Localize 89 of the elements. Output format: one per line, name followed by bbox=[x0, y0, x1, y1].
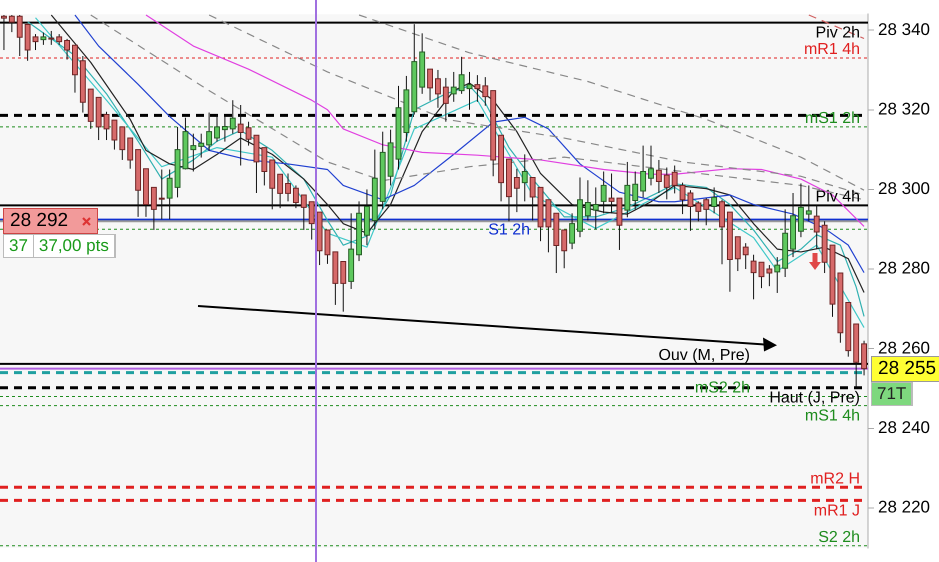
line-series bbox=[358, 14, 865, 191]
candlestick bbox=[277, 174, 284, 209]
candlestick bbox=[442, 77, 449, 122]
candlestick bbox=[798, 182, 804, 238]
ref-line-label: S2 2h bbox=[818, 528, 860, 546]
candlestick bbox=[774, 256, 780, 294]
candlestick bbox=[458, 56, 465, 94]
candlestick bbox=[648, 145, 654, 186]
y-tick-label: 28 220 bbox=[878, 498, 930, 517]
candlestick bbox=[703, 198, 710, 226]
candlestick bbox=[514, 168, 520, 213]
candlestick bbox=[64, 38, 70, 60]
ref-line-label: mR1 J bbox=[814, 502, 860, 520]
candlestick bbox=[190, 133, 196, 172]
candlestick bbox=[688, 190, 694, 232]
candlestick bbox=[758, 262, 764, 289]
candlestick bbox=[292, 184, 299, 209]
text: 28 255 bbox=[878, 358, 936, 379]
candlestick bbox=[656, 159, 662, 194]
candlestick bbox=[48, 30, 54, 46]
candlestick bbox=[111, 120, 118, 150]
ref-line-label: Haut (J, Pre) bbox=[769, 390, 860, 407]
candlestick bbox=[672, 165, 678, 194]
annotation: 37 bbox=[4, 235, 34, 258]
candlestick bbox=[608, 172, 614, 214]
candlestick bbox=[474, 74, 480, 102]
candlestick bbox=[261, 147, 268, 186]
candlestick bbox=[300, 194, 307, 231]
candlestick bbox=[664, 167, 670, 200]
candlestick bbox=[530, 176, 536, 221]
candlestick bbox=[632, 170, 638, 210]
candlestick bbox=[569, 212, 576, 250]
candlestick bbox=[450, 71, 457, 102]
candlestick bbox=[750, 254, 757, 300]
ref-line-label: S1 2h bbox=[488, 222, 530, 239]
candlestick bbox=[340, 260, 346, 312]
candlestick bbox=[214, 114, 220, 142]
candlestick bbox=[592, 186, 599, 230]
candlestick bbox=[766, 264, 772, 287]
candlestick bbox=[40, 32, 46, 46]
candlestick bbox=[32, 34, 38, 51]
y-tick-label: 28 320 bbox=[878, 99, 930, 118]
ref-line-label: mS1 4h bbox=[804, 408, 860, 425]
y-tick-label: 28 300 bbox=[878, 179, 930, 198]
candlestick bbox=[584, 180, 591, 221]
text: 71T bbox=[872, 382, 912, 405]
candlestick bbox=[8, 14, 15, 33]
candlestick bbox=[561, 230, 568, 269]
candlestick bbox=[166, 169, 173, 220]
candlestick bbox=[246, 121, 252, 146]
candlestick bbox=[104, 111, 110, 141]
candlestick bbox=[640, 145, 646, 198]
candlestick bbox=[435, 69, 441, 108]
candlestick bbox=[1, 14, 7, 51]
candlestick bbox=[308, 201, 315, 240]
candlestick bbox=[695, 200, 702, 222]
candlestick bbox=[466, 71, 472, 110]
candlestick bbox=[16, 14, 23, 57]
candlestick bbox=[238, 104, 244, 166]
candlestick bbox=[285, 172, 291, 202]
ref-line-label: mR2 H bbox=[810, 470, 860, 488]
candlestick bbox=[711, 186, 718, 214]
y-tick-label: 28 260 bbox=[878, 338, 930, 358]
candlestick bbox=[600, 170, 607, 214]
annotation: 37,00 pts bbox=[34, 235, 115, 258]
candlestick bbox=[198, 133, 204, 158]
y-tick-label: 28 240 bbox=[878, 418, 930, 438]
candlestick bbox=[814, 204, 820, 250]
candlestick bbox=[206, 112, 212, 152]
y-tick-label: 28 340 bbox=[878, 20, 930, 39]
annotation: 28 292 bbox=[10, 210, 68, 232]
candlestick bbox=[222, 115, 228, 142]
y-tick-label: 28 280 bbox=[878, 258, 930, 278]
candlestick bbox=[522, 154, 528, 202]
candlestick bbox=[119, 126, 126, 160]
ref-line-label: Piv 2h bbox=[816, 24, 860, 42]
candlestick bbox=[230, 100, 236, 134]
candlestick bbox=[56, 34, 62, 46]
candlestick bbox=[482, 76, 488, 106]
ref-line-label: Ouv (M, Pre) bbox=[658, 346, 750, 364]
candlestick bbox=[680, 182, 686, 215]
candlestick bbox=[742, 242, 749, 270]
candlestick bbox=[158, 169, 165, 220]
ref-line-label: mR1 4h bbox=[804, 41, 860, 58]
candlestick bbox=[806, 184, 812, 222]
candlestick bbox=[427, 68, 433, 102]
candlestick bbox=[734, 236, 741, 272]
candlestick bbox=[127, 138, 134, 170]
candlestick bbox=[150, 186, 157, 231]
